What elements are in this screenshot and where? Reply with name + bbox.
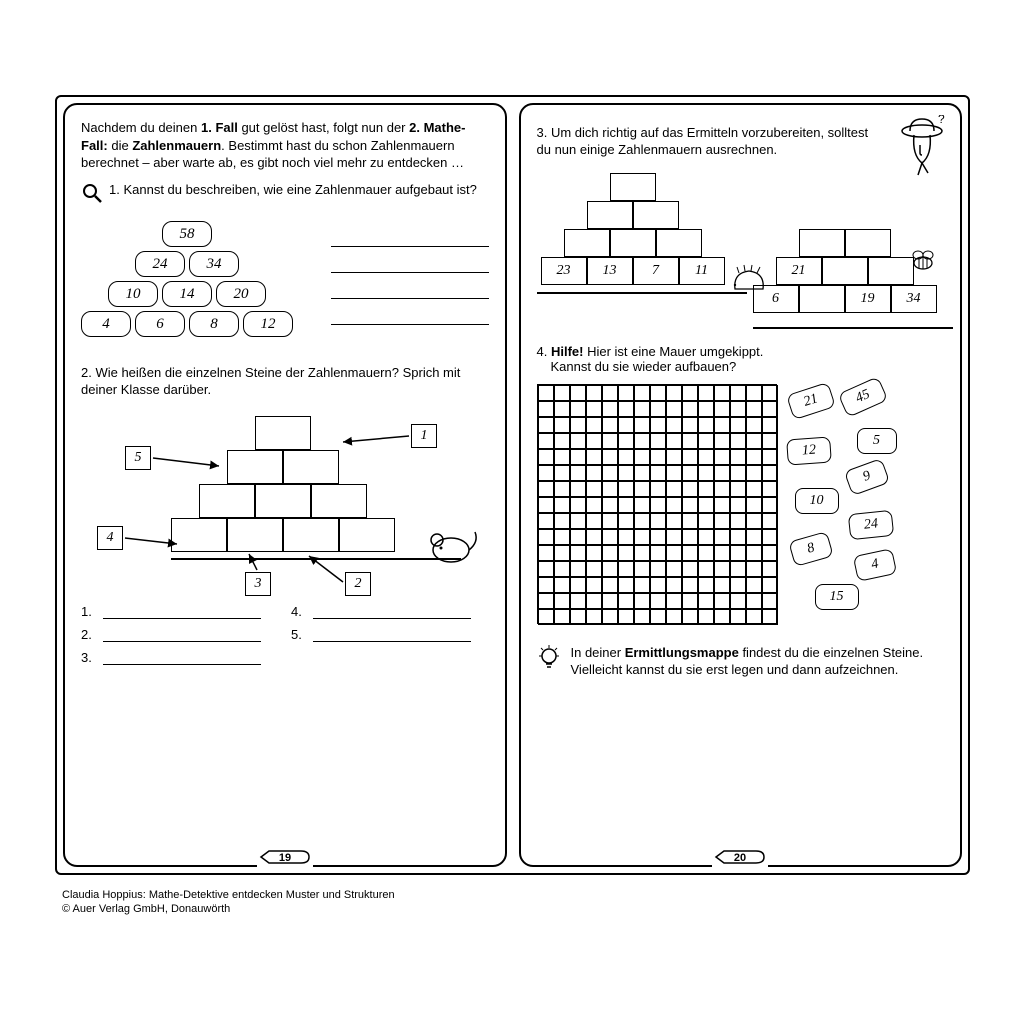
numbered-blanks[interactable]: 1. 4. 2. 5. 3.	[81, 604, 489, 673]
credit-line-1: Claudia Hoppius: Mathe-Detektive entdeck…	[62, 888, 395, 902]
loose-tiles[interactable]: 21 45 12 5 9 10 24 8 4 15	[785, 384, 945, 634]
worksheet-spread: Nachdem du deinen 1. Fall gut gelöst has…	[55, 95, 970, 875]
brick	[227, 450, 283, 484]
brick	[633, 201, 679, 229]
tile-24: 24	[847, 510, 893, 540]
intro-text: Nachdem du deinen 1. Fall gut gelöst has…	[81, 119, 489, 172]
drawing-grid[interactable]	[537, 384, 777, 624]
brick: 10	[108, 281, 158, 307]
brick	[610, 229, 656, 257]
number-wall-1: 58 2434 101420 46812	[81, 221, 311, 351]
brick	[255, 416, 311, 450]
brick	[227, 518, 283, 552]
brick: 58	[162, 221, 212, 247]
brick	[822, 257, 868, 285]
page-number-right: 20	[712, 847, 768, 867]
brick	[799, 229, 845, 257]
question-2: 2. Wie heißen die einzelnen Steine der Z…	[81, 365, 489, 399]
walls-scene: 2313711 2161934	[537, 167, 945, 342]
label-2: 2	[345, 572, 371, 596]
brick	[283, 518, 339, 552]
tile-12: 12	[786, 436, 832, 465]
hedgehog-icon	[729, 263, 769, 293]
brick: 21	[776, 257, 822, 285]
label-1: 1	[411, 424, 437, 448]
tile-45: 45	[837, 376, 888, 418]
label-5: 5	[125, 446, 151, 470]
tile-10: 10	[795, 488, 839, 514]
brick	[868, 257, 914, 285]
svg-text:20: 20	[734, 852, 746, 864]
page-number-left: 19	[257, 847, 313, 867]
hint: In deiner Ermittlungsmappe findest du di…	[537, 644, 945, 679]
q3-text: 3. Um dich richtig auf das Ermitteln vor…	[537, 125, 945, 159]
svg-text:19: 19	[279, 852, 291, 864]
tile-8: 8	[788, 531, 834, 567]
question-3: 3. Um dich richtig auf das Ermitteln vor…	[537, 125, 945, 159]
svg-text:?: ?	[938, 115, 945, 126]
tile-21: 21	[786, 382, 836, 420]
brick: 34	[189, 251, 239, 277]
label-4: 4	[97, 526, 123, 550]
hint-text: In deiner Ermittlungsmappe findest du di…	[571, 644, 945, 679]
brick: 8	[189, 311, 239, 337]
brick: 23	[541, 257, 587, 285]
brick	[845, 229, 891, 257]
brick: 6	[135, 311, 185, 337]
tile-4: 4	[852, 548, 897, 582]
brick	[255, 484, 311, 518]
brick	[610, 173, 656, 201]
credits: Claudia Hoppius: Mathe-Detektive entdeck…	[62, 888, 395, 917]
answer-lines-q1[interactable]	[331, 215, 489, 361]
brick: 13	[587, 257, 633, 285]
brick: 4	[81, 311, 131, 337]
brick	[564, 229, 610, 257]
brick	[339, 518, 395, 552]
brick	[799, 285, 845, 313]
tile-15: 15	[815, 584, 859, 610]
brick	[587, 201, 633, 229]
question-1: 1. Kannst du beschreiben, wie eine Zahle…	[81, 182, 489, 207]
brick: 19	[845, 285, 891, 313]
brick: 14	[162, 281, 212, 307]
brick	[199, 484, 255, 518]
brick: 20	[216, 281, 266, 307]
credit-line-2: © Auer Verlag GmbH, Donauwörth	[62, 902, 395, 916]
q1-text: 1. Kannst du beschreiben, wie eine Zahle…	[109, 182, 489, 207]
labeled-wall-diagram: 5 4 3 2 1	[81, 406, 489, 596]
q4-line2: Kannst du sie wieder aufbauen?	[551, 359, 945, 374]
label-3: 3	[245, 572, 271, 596]
page-left: Nachdem du deinen 1. Fall gut gelöst has…	[63, 103, 507, 867]
brick	[656, 229, 702, 257]
brick: 12	[243, 311, 293, 337]
tile-5: 5	[857, 428, 897, 454]
brick: 7	[633, 257, 679, 285]
question-4: 4. Hilfe! Hier ist eine Mauer umgekippt.…	[537, 344, 945, 374]
q4-line1: 4. Hilfe! Hier ist eine Mauer umgekippt.	[537, 344, 945, 359]
bee-icon	[908, 247, 938, 273]
lightbulb-icon	[537, 644, 561, 679]
tile-9: 9	[843, 458, 889, 496]
brick: 11	[679, 257, 725, 285]
q2-text: 2. Wie heißen die einzelnen Steine der Z…	[81, 365, 489, 399]
page-right: 3. Um dich richtig auf das Ermitteln vor…	[519, 103, 963, 867]
brick	[311, 484, 367, 518]
brick: 34	[891, 285, 937, 313]
brick	[283, 450, 339, 484]
magnifier-icon	[81, 182, 103, 207]
brick: 24	[135, 251, 185, 277]
brick	[171, 518, 227, 552]
